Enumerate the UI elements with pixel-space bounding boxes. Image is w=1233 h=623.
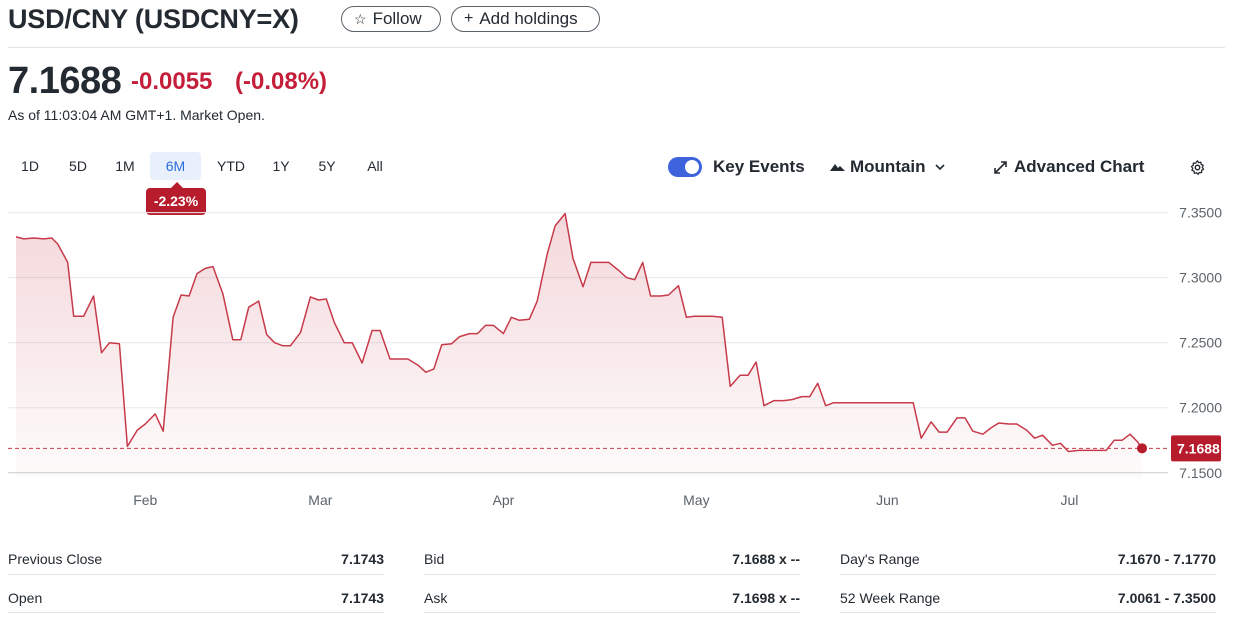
key-events-label: Key Events	[713, 157, 805, 176]
chevron-down-icon	[934, 164, 945, 171]
chart-style-label: Mountain	[850, 157, 926, 176]
x-tick-label: Mar	[308, 492, 332, 508]
x-tick-label: May	[683, 492, 709, 508]
stat-value-52-week-range: 7.0061 - 7.3500	[1117, 590, 1216, 606]
toggle-knob	[685, 160, 699, 174]
star-outline-icon: ☆	[354, 10, 367, 27]
stats-row-divider	[840, 574, 1216, 575]
chart-style-dropdown[interactable]: Mountain	[830, 157, 946, 177]
x-tick-label: Jul	[1060, 492, 1078, 508]
header-divider	[8, 47, 1225, 48]
gear-icon[interactable]	[1189, 159, 1206, 176]
range-tab-1d[interactable]: 1D	[21, 158, 39, 174]
stat-value-ask: 7.1698 x --	[732, 590, 800, 606]
range-tab-6m[interactable]: 6M	[150, 152, 201, 180]
stat-label-bid: Bid	[424, 551, 445, 567]
price-area-fill	[16, 213, 1142, 478]
stat-label-ask: Ask	[424, 590, 448, 606]
price-change-percent: (-0.08%)	[235, 68, 328, 95]
mountain-icon	[830, 164, 845, 171]
plus-icon: +	[464, 10, 474, 27]
advanced-chart-label: Advanced Chart	[1014, 157, 1145, 176]
range-tab-5d[interactable]: 5D	[69, 158, 87, 174]
price-chart[interactable]: 7.3500 7.3000 7.2500 7.2000 7.1500 Feb Mar Apr…	[0, 195, 1233, 515]
follow-button[interactable]: ☆ Follow	[341, 6, 441, 32]
range-tab-5y[interactable]: 5Y	[318, 158, 336, 174]
stats-row-divider	[424, 574, 800, 575]
stat-label-previous-close: Previous Close	[8, 551, 103, 567]
x-axis: Feb Mar Apr May Jun Jul	[133, 492, 1078, 508]
stat-label-days-range: Day's Range	[840, 551, 920, 567]
stat-value-days-range: 7.1670 - 7.1770	[1117, 551, 1216, 567]
current-price-dot	[1137, 443, 1148, 454]
x-tick-label: Jun	[876, 492, 899, 508]
stat-value-previous-close: 7.1743	[341, 551, 384, 567]
follow-label: Follow	[372, 9, 422, 28]
key-events-toggle[interactable]	[668, 157, 702, 177]
current-price-tag-label: 7.1688	[1177, 440, 1220, 456]
range-tab-1y[interactable]: 1Y	[272, 158, 290, 174]
stats-row-divider	[8, 612, 384, 613]
range-tab-1m[interactable]: 1M	[115, 158, 135, 174]
stat-label-open: Open	[8, 590, 43, 606]
y-tick-label: 7.2500	[1179, 335, 1222, 351]
current-price: 7.1688	[8, 60, 122, 102]
y-tick-label: 7.3000	[1179, 270, 1222, 286]
x-tick-label: Apr	[493, 492, 515, 508]
as-of-timestamp: As of 11:03:04 AM GMT+1. Market Open.	[8, 107, 265, 123]
current-price-tag	[1171, 435, 1221, 462]
stat-value-bid: 7.1688 x --	[732, 551, 800, 567]
y-tick-label: 7.2000	[1179, 400, 1222, 416]
add-holdings-button[interactable]: + Add holdings	[451, 6, 600, 32]
period-change-badge: -2.23%	[146, 182, 206, 215]
expand-arrows-icon	[994, 160, 1007, 174]
x-tick-label: Feb	[133, 492, 157, 508]
add-holdings-label: Add holdings	[479, 9, 578, 28]
stat-value-open: 7.1743	[341, 590, 384, 606]
price-change: -0.0055	[131, 68, 213, 95]
stats-row-divider	[8, 574, 384, 575]
advanced-chart-button[interactable]: Advanced Chart	[993, 157, 1144, 177]
page-title: USD/CNY (USDCNY=X)	[8, 4, 299, 34]
stats-row-divider	[840, 612, 1216, 613]
y-axis: 7.3500 7.3000 7.2500 7.2000 7.1500	[1179, 205, 1222, 481]
stat-label-52-week-range: 52 Week Range	[840, 590, 941, 606]
range-tab-all[interactable]: All	[367, 158, 383, 174]
range-tab-ytd[interactable]: YTD	[217, 158, 245, 174]
y-tick-label: 7.3500	[1179, 205, 1222, 221]
stats-row-divider	[424, 612, 800, 613]
y-tick-label: 7.1500	[1179, 465, 1222, 481]
price-series-line	[15, 212, 1143, 453]
